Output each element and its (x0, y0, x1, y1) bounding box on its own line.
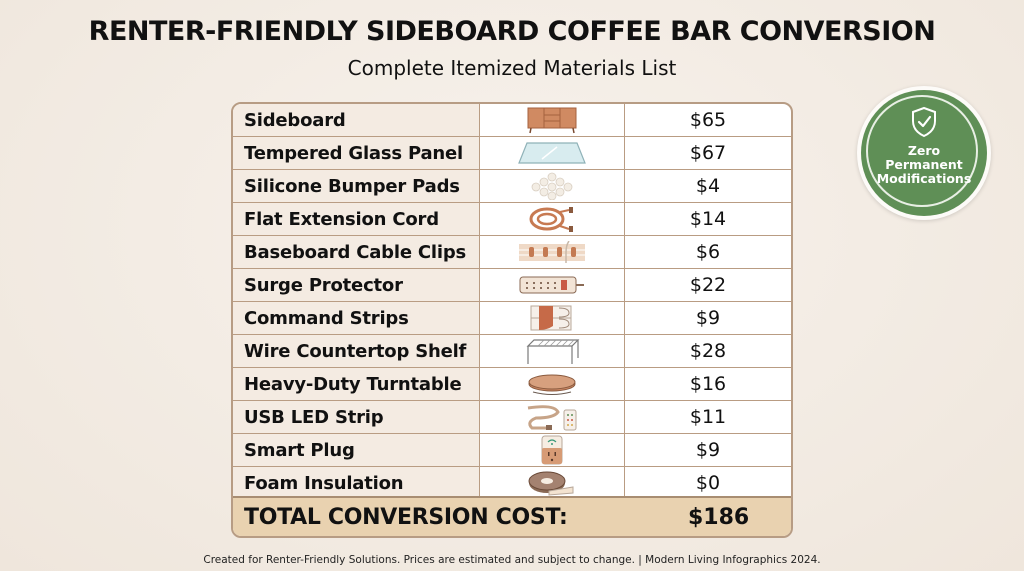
table-row: Surge Protector $22 (233, 269, 791, 302)
badge-line: Permanent (885, 157, 963, 172)
item-price: $9 (695, 439, 721, 461)
wire-shelf-icon (526, 339, 580, 364)
item-price: $28 (689, 340, 727, 362)
item-name: Tempered Glass Panel (233, 137, 480, 169)
zero-modifications-badge: Zero Permanent Modifications (857, 86, 991, 220)
table-row: Tempered Glass Panel $67 (233, 137, 791, 170)
item-price: $14 (689, 208, 727, 230)
item-name: Wire Countertop Shelf (233, 335, 480, 367)
item-name: Command Strips (233, 302, 480, 334)
table-row: Sideboard $65 (233, 104, 791, 137)
table-row: Silicone Bumper Pads $4 (233, 170, 791, 203)
glass-panel-icon (518, 142, 586, 164)
badge-line: Zero (907, 143, 941, 158)
table-row: Smart Plug $9 (233, 434, 791, 467)
turntable-icon (528, 374, 576, 395)
total-label: TOTAL CONVERSION COST: (244, 504, 568, 530)
smart-plug-icon (541, 435, 563, 465)
item-name: Silicone Bumper Pads (233, 170, 480, 202)
table-row: Flat Extension Cord $14 (233, 203, 791, 236)
table-row: USB LED Strip $11 (233, 401, 791, 434)
item-name: Flat Extension Cord (233, 203, 480, 235)
item-name: Baseboard Cable Clips (233, 236, 480, 268)
item-name: Heavy-Duty Turntable (233, 368, 480, 400)
item-price: $22 (689, 274, 727, 296)
materials-table: Sideboard $65 Tempered Glass Panel $67 S… (231, 102, 793, 538)
page-title: RENTER-FRIENDLY SIDEBOARD COFFEE BAR CON… (88, 16, 936, 47)
page-subtitle: Complete Itemized Materials List (347, 56, 677, 80)
foam-tape-icon (528, 471, 574, 496)
item-price: $65 (689, 109, 727, 131)
item-price: $9 (695, 307, 721, 329)
bumper-pads-icon (531, 172, 573, 200)
item-price: $4 (695, 175, 721, 197)
item-price: $67 (689, 142, 727, 164)
command-strips-icon (530, 305, 572, 331)
sideboard-icon (527, 107, 577, 134)
surge-protector-icon (519, 276, 584, 294)
cable-clips-icon (519, 241, 585, 263)
led-strip-icon (527, 405, 577, 431)
item-price: $0 (695, 472, 721, 494)
table-row: Baseboard Cable Clips $6 (233, 236, 791, 269)
total-value: $186 (688, 504, 750, 530)
item-name: Smart Plug (233, 434, 480, 466)
total-row: TOTAL CONVERSION COST: $186 (233, 496, 791, 536)
shield-check-icon (912, 106, 936, 138)
table-row: Command Strips $9 (233, 302, 791, 335)
footer-note: Created for Renter-Friendly Solutions. P… (203, 554, 821, 566)
badge-line: Modifications (876, 171, 972, 186)
table-row: Heavy-Duty Turntable $16 (233, 368, 791, 401)
item-price: $16 (689, 373, 727, 395)
item-price: $11 (689, 406, 727, 428)
table-row: Wire Countertop Shelf $28 (233, 335, 791, 368)
extension-cord-icon (529, 207, 573, 232)
item-price: $6 (695, 241, 721, 263)
item-name: USB LED Strip (233, 401, 480, 433)
item-name: Sideboard (233, 104, 480, 136)
item-name: Foam Insulation (233, 467, 480, 499)
item-name: Surge Protector (233, 269, 480, 301)
